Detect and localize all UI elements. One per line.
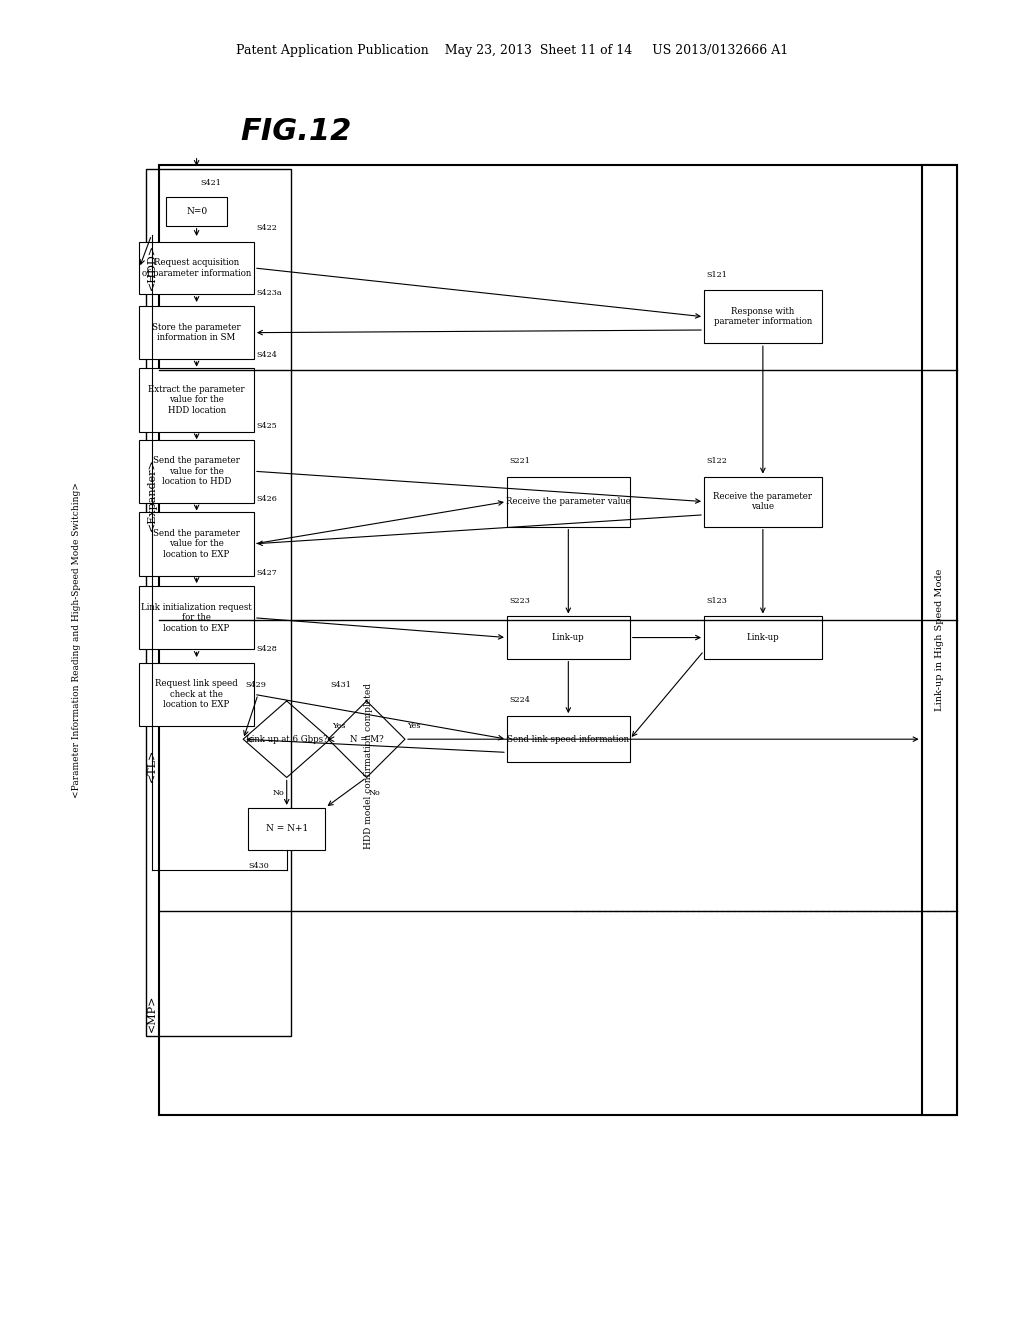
Bar bbox=[139, 586, 254, 649]
Text: S221: S221 bbox=[509, 457, 529, 465]
Text: <Expander>: <Expander> bbox=[146, 458, 157, 532]
Bar bbox=[139, 512, 254, 576]
Bar bbox=[139, 368, 254, 432]
Text: S430: S430 bbox=[249, 862, 269, 870]
Text: Receive the parameter
value: Receive the parameter value bbox=[714, 492, 812, 511]
Text: S422: S422 bbox=[256, 224, 276, 232]
Text: Extract the parameter
value for the
HDD location: Extract the parameter value for the HDD … bbox=[148, 385, 245, 414]
Text: S426: S426 bbox=[256, 495, 276, 503]
Bar bbox=[705, 616, 821, 659]
Text: N = N+1: N = N+1 bbox=[265, 825, 308, 833]
Text: S423a: S423a bbox=[256, 289, 282, 297]
Text: S223: S223 bbox=[509, 597, 529, 605]
Text: Patent Application Publication    May 23, 2013  Sheet 11 of 14     US 2013/01326: Patent Application Publication May 23, 2… bbox=[236, 44, 788, 57]
Bar bbox=[166, 197, 227, 226]
Text: Request acquisition
of parameter information: Request acquisition of parameter informa… bbox=[142, 259, 251, 277]
Text: Link initialization request
for the
location to EXP: Link initialization request for the loca… bbox=[141, 603, 252, 632]
Bar bbox=[507, 715, 630, 763]
Text: <Parameter Information Reading and High-Speed Mode Switching>: <Parameter Information Reading and High-… bbox=[73, 482, 81, 799]
Text: S425: S425 bbox=[256, 422, 276, 430]
Bar bbox=[159, 165, 957, 1115]
Bar bbox=[139, 663, 254, 726]
Text: Request link speed
check at the
location to EXP: Request link speed check at the location… bbox=[156, 680, 238, 709]
Text: Send the parameter
value for the
location to HDD: Send the parameter value for the locatio… bbox=[154, 457, 240, 486]
Text: <TL>: <TL> bbox=[146, 748, 157, 783]
Text: No: No bbox=[272, 789, 284, 797]
Text: Yes: Yes bbox=[407, 722, 421, 730]
Text: Link up at 6 Gbps?: Link up at 6 Gbps? bbox=[246, 735, 328, 743]
Text: S421: S421 bbox=[201, 180, 221, 187]
Text: Link-up in High Speed Mode: Link-up in High Speed Mode bbox=[935, 569, 944, 711]
Text: S424: S424 bbox=[256, 351, 276, 359]
Bar bbox=[922, 165, 957, 1115]
Bar bbox=[507, 477, 630, 527]
Text: S429: S429 bbox=[246, 681, 266, 689]
Text: N=0: N=0 bbox=[186, 207, 207, 215]
Text: S122: S122 bbox=[707, 457, 727, 465]
Text: Store the parameter
information in SM: Store the parameter information in SM bbox=[153, 323, 241, 342]
Text: HDD model confirmation completed: HDD model confirmation completed bbox=[365, 682, 373, 849]
Text: Send link speed information: Send link speed information bbox=[507, 735, 630, 743]
Text: Yes: Yes bbox=[332, 722, 346, 730]
Bar bbox=[249, 808, 326, 850]
Text: FIG.12: FIG.12 bbox=[241, 117, 352, 147]
Bar bbox=[507, 616, 630, 659]
Bar bbox=[139, 306, 254, 359]
Text: S123: S123 bbox=[707, 597, 727, 605]
Text: S121: S121 bbox=[707, 271, 727, 279]
Text: <HDD>: <HDD> bbox=[146, 244, 157, 290]
Text: Receive the parameter value: Receive the parameter value bbox=[506, 498, 631, 506]
Text: Send the parameter
value for the
location to EXP: Send the parameter value for the locatio… bbox=[154, 529, 240, 558]
Text: <MP>: <MP> bbox=[146, 994, 157, 1032]
Bar bbox=[705, 290, 821, 343]
Text: No: No bbox=[369, 789, 380, 797]
Text: N = M?: N = M? bbox=[350, 735, 383, 743]
Text: S431: S431 bbox=[330, 681, 351, 689]
Text: Link-up: Link-up bbox=[552, 634, 585, 642]
Bar bbox=[139, 440, 254, 503]
Bar bbox=[705, 477, 821, 527]
Text: Response with
parameter information: Response with parameter information bbox=[714, 308, 812, 326]
Text: S224: S224 bbox=[509, 696, 529, 705]
Text: Link-up: Link-up bbox=[746, 634, 779, 642]
Text: S427: S427 bbox=[256, 569, 276, 577]
Bar bbox=[146, 169, 291, 1036]
Bar bbox=[139, 242, 254, 294]
Text: S428: S428 bbox=[256, 645, 276, 653]
